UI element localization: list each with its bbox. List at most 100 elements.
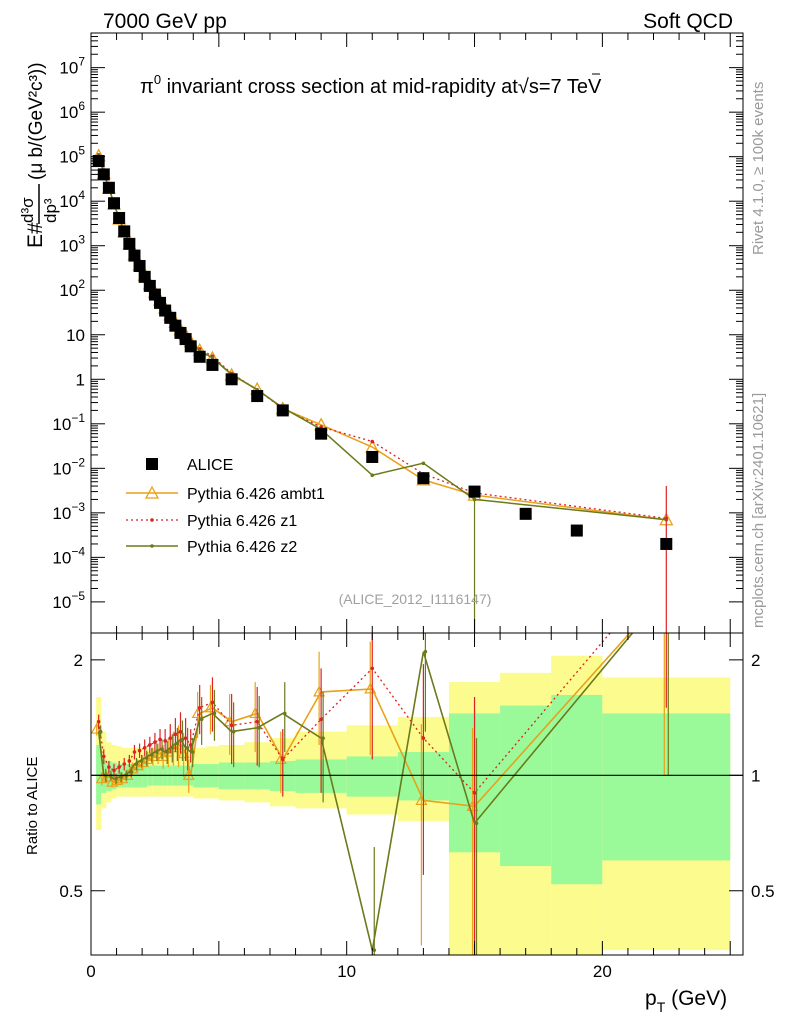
alice-point [97,168,110,181]
rivet-label: Rivet 4.1.0, ≥ 100k events [750,82,767,255]
legend-marker-z1 [150,518,154,522]
ylabel-den: dp³ [41,198,60,223]
legend-label-ambt1: Pythia 6.426 ambt1 [187,486,325,503]
x-tick-label: 0 [86,962,95,981]
ratio-point [168,736,173,740]
x-tick-label: 10 [337,962,356,981]
ratio-point [185,745,190,750]
x-axis-label: pT (GeV) [645,987,727,1015]
legend-marker-z2 [150,544,154,548]
alice-point [225,373,238,386]
alice-point [251,390,264,403]
ratio-point [372,948,377,952]
alice-point [108,197,121,210]
ratio-point [180,737,185,742]
y-tick-label: 107 [59,55,85,78]
ratio-point [197,705,202,710]
y-axis-label: E# d³σ dp³ (μ b/(GeV²c³)) [18,62,60,248]
ratio-point [114,776,118,781]
alice-point [417,472,430,485]
alice-point [276,404,289,417]
green-band-bin [346,756,398,797]
ratio-point [112,768,116,773]
ratio-point [98,729,103,734]
green-band-bin [551,694,603,885]
alice-point [138,270,151,283]
ratio-point [199,717,204,722]
legend-label-z1: Pythia 6.426 z1 [187,513,297,530]
ratio-point [282,711,287,716]
ratio-point [229,723,234,728]
ratio-point [155,750,159,754]
xlabel-unit: (GeV) [665,987,727,1010]
ratio-point [173,732,178,736]
ratio-point [144,756,149,760]
ratio-point [257,726,261,730]
ratio-point [107,765,111,769]
analysis-watermark: (ALICE_2012_I1116147) [339,591,492,607]
ratio-point [170,745,175,750]
ratio-point [472,791,477,795]
alice-point [366,450,379,463]
y-tick-label: 103 [59,233,85,256]
ratio-point [175,741,180,746]
alice-point [193,350,206,363]
ratio-point [255,719,259,724]
legend-label-z2: Pythia 6.426 z2 [187,539,297,556]
xlabel-sub: T [657,999,666,1015]
alice-point [206,358,219,371]
ratio-point [190,750,195,754]
legend-marker-alice [146,458,158,470]
ratio-point [127,759,132,763]
title-energy: s=7 TeV [529,76,602,98]
alice-point [468,485,481,498]
green-band-bin [602,713,731,861]
ratio-point [231,729,236,734]
alice-point [118,225,131,238]
legend-item-z2: Pythia 6.426 z2 [126,539,297,556]
y-tick-label: 105 [59,144,85,167]
ratio-y-tick-label-right: 1 [751,766,760,785]
ratio-point [158,737,162,742]
mc-point [370,473,375,478]
ratio-point [117,765,121,769]
legend-item-z1: Pythia 6.426 z1 [126,513,297,530]
alice-point [519,507,532,520]
beam-label: 7000 GeV pp [103,10,227,33]
y-tick-label: 10 [66,326,85,345]
title-main: invariant cross section at mid-rapidity … [161,76,518,98]
ratio-point [280,757,285,762]
alice-point [570,524,583,537]
alice-point [660,537,673,550]
legend-item-alice: ALICE [146,457,233,474]
main-series-lines [91,148,674,633]
alice-point [133,260,146,273]
title-pi: π [140,76,154,98]
ratio-point [129,770,134,774]
y-tick-label: 106 [59,99,85,122]
ratio-point [153,740,157,744]
y-tick-label: 1 [76,370,85,389]
ylabel-unit: (μ b/(GeV²c³)) [26,62,47,180]
main-series-points [92,154,673,550]
legend-label-alice: ALICE [187,457,233,474]
ratio-point [122,762,127,766]
ratio-point [139,759,144,763]
y-tick-label: 104 [59,188,85,211]
ratio-point [96,719,101,724]
ratio-point [148,743,152,747]
ylabel-e: E# [24,222,47,248]
mc-point [421,461,426,466]
chart-title: π0 invariant cross section at mid-rapidi… [140,72,602,98]
legend-item-ambt1: Pythia 6.426 ambt1 [126,485,325,503]
y-tick-label: 10−5 [52,589,85,612]
ratio-uncertainty-bands [96,655,731,955]
ratio-point [321,736,325,740]
ratio-point [165,750,169,754]
alice-point [123,237,136,250]
alice-point [128,249,141,262]
x-tick-label: 20 [593,962,612,981]
ratio-point [132,750,137,754]
ratio-y-tick-label: 0.5 [59,882,83,901]
